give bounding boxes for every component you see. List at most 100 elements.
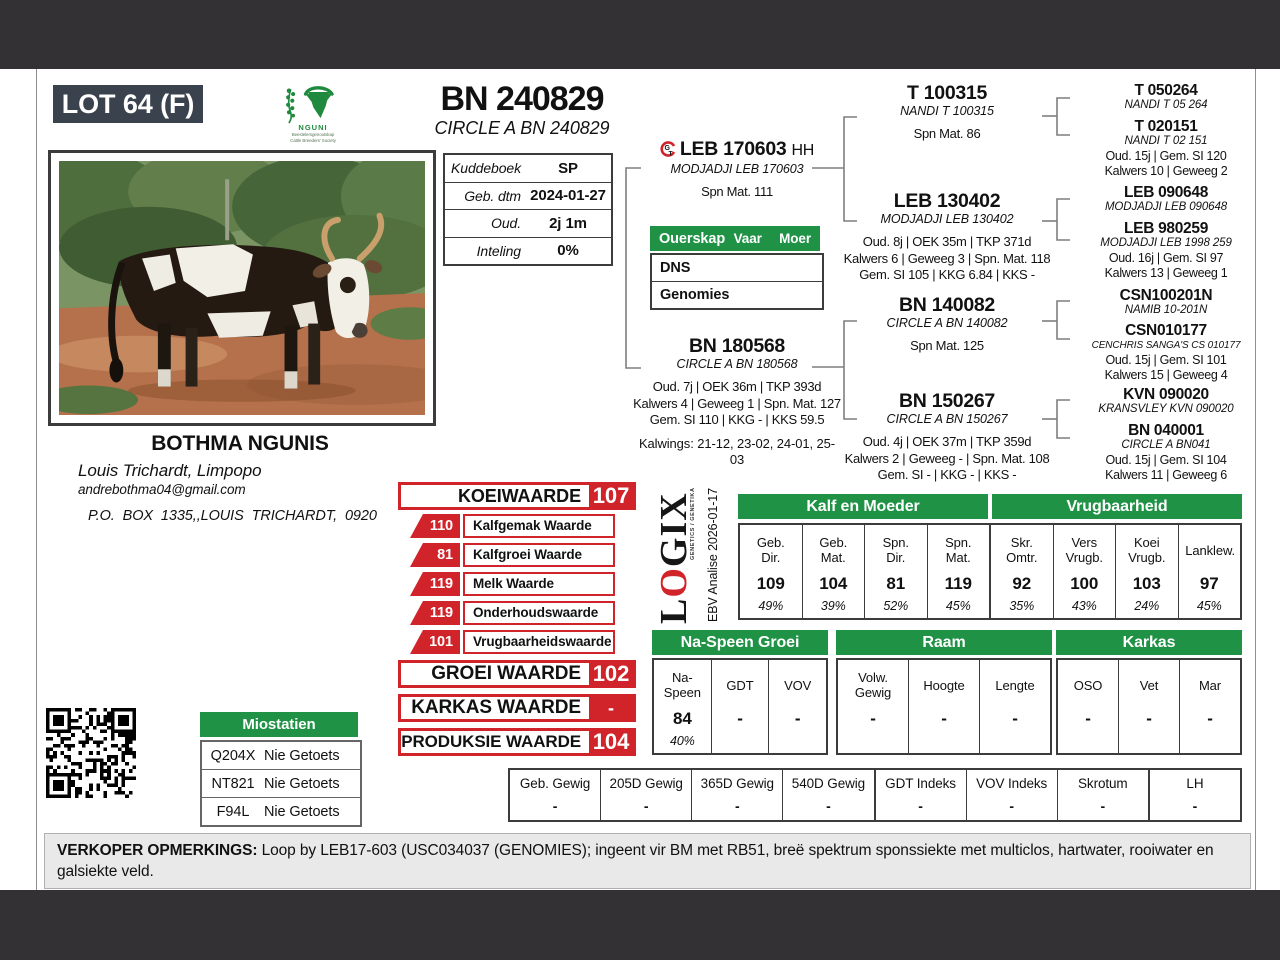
subvalue-label: Kalfgroei Waarde [463,543,615,567]
ggp-registered-name: MODJADJI LEB 090648 [1104,201,1228,213]
animal-registered-name: CIRCLE A BN 240829 [434,118,610,138]
parentage-title: Ouerskap [659,230,726,247]
gp-registered-name: NANDI T 100315 [900,104,994,118]
gp-stat: Spn Mat. 125 [910,338,984,353]
subvalue-label: Melk Waarde [463,572,615,596]
produksiewaarde-row: PRODUKSIE WAARDE 104 [398,728,636,756]
ebv-col-mar: Mar - [1179,660,1240,753]
ebv-col-hoogte: Hoogte - [908,660,979,753]
detail-value: 0% [557,242,579,260]
viewer-top-bar [0,0,1280,69]
karkaswaarde-value: - [589,697,633,719]
group-header-naspeen-groei: Na-Speen Groei [652,630,828,655]
ggp-id: BN 040001 [1128,422,1204,439]
ebv-table-naspeen: Na-Speen 84 40% GDT - VOV - [652,658,828,755]
weights-table: Geb. Gewig - 205D Gewig - 365D Gewig - 5… [508,768,1242,822]
animal-photo [48,150,436,426]
ggp-id: LEB 090648 [1123,184,1209,201]
ggp-id: CSN010177 [1125,322,1207,339]
lot-number-badge: LOT 64 (F) [53,85,203,123]
dam-stat: Oud. 7j | OEK 36m | TKP 393d [652,379,822,394]
weight-col-vov-indeks: VOV Indeks - [965,770,1057,820]
page-left-edge [36,69,37,890]
genomic-test-icon: G T [660,141,676,157]
breeder-name: BOTHMA NGUNIS [151,432,329,455]
ggp-stat: Kalwers 15 | Geweeg 4 [1104,368,1228,382]
koeiwaarde-value: 107 [589,483,633,508]
pedigree-ggp-2: T 020151 NANDI T 02 151 Oud. 15j | Gem. … [1072,118,1260,180]
lot-number: LOT 64 (F) [61,88,195,119]
sire-stat: Spn Mat. 111 [701,184,773,199]
detail-row-inteling: Inteling 0% [445,236,611,265]
ebv-table-top: Geb. Dir. 109 49% Geb. Mat. 104 39% Spn.… [738,523,1242,620]
ebv-col-gdt: GDT - [710,660,769,753]
ggp-registered-name: CENCHRIS SANGA'S CS 010177 [1091,340,1241,351]
detail-value: 2024-01-27 [530,187,606,205]
ebv-table-karkas: OSO - Vet - Mar - [1056,658,1242,755]
weight-col-skrotum: Skrotum - [1056,770,1148,820]
pedigree-ggp-8: BN 040001 CIRCLE A BN041 Oud. 15j | Gem.… [1072,422,1260,484]
subvalue-flag: 101 [410,630,460,654]
ebv-col-oso: OSO - [1073,677,1103,729]
pedigree-sire: G T LEB 170603 HH MODJADJI LEB 170603 Sp… [617,138,857,201]
animal-title-block: BN 240829 CIRCLE A BN 240829 [397,80,647,139]
ebv-col-spn-mat: Spn. Mat. 119 45% [926,525,990,618]
ebv-col-vov: VOV - [768,660,826,753]
subvalue-flag: 119 [410,601,460,625]
pedigree-dams-dam: BN 150267 CIRCLE A BN 150267 Oud. 4j | O… [830,390,1064,484]
ggp-stat: Kalwers 13 | Geweeg 1 [1104,266,1228,280]
seller-remarks-label: VERKOPER OPMERKINGS: [57,842,258,859]
detail-row-oud: Oud. 2j 1m [445,209,611,237]
logix-tagline: GENETICS / GENETIKA [690,487,696,560]
detail-label: Inteling [476,242,521,259]
gp-registered-name: CIRCLE A BN 140082 [886,316,1008,330]
ggp-stat: Oud. 15j | Gem. SI 104 [1105,452,1227,467]
subvalue-flag: 119 [410,572,460,596]
gp-stat: Kalwers 2 | Geweeg - | Spn. Mat. 108 [844,450,1050,466]
gp-stat: Kalwers 6 | Geweeg 3 | Spn. Mat. 118 [843,250,1051,266]
pedigree-dam: BN 180568 CIRCLE A BN 180568 Oud. 7j | O… [617,335,857,469]
pedigree-ggp-6: CSN010177 CENCHRIS SANGA'S CS 010177 Oud… [1072,322,1260,384]
produksiewaarde-value: 104 [589,729,633,754]
miostatien-table: Q204X Nie Getoets NT821 Nie Getoets F94L… [200,740,362,827]
groeiwaarde-value: 102 [589,661,633,686]
ebv-col-naspeen: Na-Speen 84 40% [663,670,701,748]
ebv-col-vers-vrugb: Vers Vrugb. 100 43% [1052,525,1116,618]
weight-col-geb-gewig: Geb. Gewig - [519,776,591,814]
dam-stat: Kalwers 4 | Geweeg 1 | Spn. Mat. 127 [633,395,841,411]
ggp-id: LEB 980259 [1123,220,1209,237]
ebv-table-raam: Volw. Gewig - Hoogte - Lengte - [836,658,1052,755]
detail-label: Oud. [491,215,521,232]
gt-icon-t: T [668,151,672,158]
detail-row-geb-dtm: Geb. dtm 2024-01-27 [445,181,611,210]
ebv-col-lanklew: Lanklew. 97 45% [1177,525,1241,618]
breeder-location: Louis Trichardt, Limpopo [78,461,262,480]
group-header-raam: Raam [836,630,1052,655]
gp-stat: Oud. 4j | OEK 37m | TKP 359d [862,434,1032,449]
ebv-analysis-date: EBV Analise 2026-01-17 [706,487,720,622]
ebv-col-volw-gewig: Volw. Gewig - [854,670,892,728]
ggp-registered-name: NANDI T 05 264 [1124,99,1208,111]
gp-stat: Gem. SI - | KKG - | KKS - [877,467,1017,482]
gp-stat: Spn Mat. 86 [913,126,981,141]
ggp-registered-name: CIRCLE A BN041 [1121,439,1211,451]
groeiwaarde-label: GROEI WAARDE [431,663,581,684]
ggp-stat: Kalwers 11 | Geweeg 6 [1105,468,1227,482]
gp-stat: Gem. SI 105 | KKG 6.84 | KKS - [859,267,1035,282]
ggp-registered-name: KRANSVLEY KVN 090020 [1098,403,1234,415]
weight-col-365d: 365D Gewig - [691,770,782,820]
pedigree-ggp-7: KVN 090020 KRANSVLEY KVN 090020 [1072,386,1260,417]
weight-col-gdt-indeks: GDT Indeks - [873,770,966,820]
ebv-col-skr-omtr: Skr. Omtr. 92 35% [989,525,1053,618]
gp-id: T 100315 [907,82,987,104]
gp-registered-name: CIRCLE A BN 150267 [886,412,1008,426]
ggp-registered-name: MODJADJI LEB 1998 259 [1100,237,1232,249]
society-subtitle-2: Cattle Breeders' Society [290,137,336,143]
parentage-header: Ouerskap Vaar Moer [650,226,820,251]
pedigree-ggp-1: T 050264 NANDI T 05 264 [1072,82,1260,113]
page-right-edge [1255,69,1256,890]
dam-stat: Gem. SI 110 | KKG - | KKS 59.5 [649,412,825,427]
pedigree-sires-sire: T 100315 NANDI T 100315 Spn Mat. 86 [830,82,1064,143]
ebv-col-geb-mat: Geb. Mat. 104 39% [801,525,865,618]
miostatien-row: F94L Nie Getoets [202,797,360,825]
